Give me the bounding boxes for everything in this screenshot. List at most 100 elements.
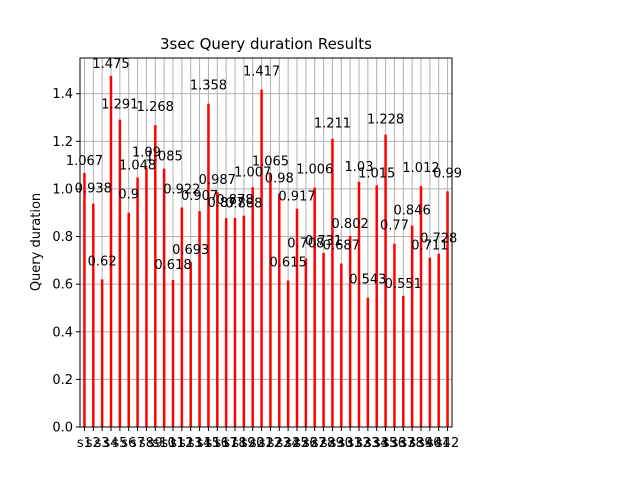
bar: [162, 168, 166, 427]
bar: [393, 243, 396, 427]
bar: [109, 75, 113, 428]
x-tick-label: s20: [241, 436, 264, 451]
data-label: 0.987: [199, 173, 236, 188]
x-tick-label: s34: [365, 436, 388, 451]
x-tick-label: s36: [383, 436, 406, 451]
x-tick-label: s8: [139, 436, 154, 451]
bar: [410, 225, 414, 427]
data-label: 0.711: [411, 239, 448, 254]
data-label: 1.007: [234, 165, 271, 180]
x-tick-label: s25: [285, 436, 308, 451]
bar: [348, 236, 352, 427]
y-tick-label: 1.0: [52, 182, 73, 197]
x-tick-label: s15: [197, 436, 220, 451]
x-tick-label: s7: [130, 436, 145, 451]
data-label: 1.228: [367, 113, 404, 128]
bar: [419, 186, 423, 427]
y-tick-label: 0.8: [52, 230, 73, 245]
x-tick-label: s22: [259, 436, 282, 451]
x-tick-label: s6: [121, 436, 136, 451]
data-label: 1.048: [119, 159, 156, 174]
data-label: 1.03: [345, 160, 374, 175]
x-tick-label: s17: [214, 436, 237, 451]
data-label: 0.543: [349, 273, 386, 288]
bar: [154, 125, 157, 428]
bar: [269, 173, 272, 427]
bar: [100, 279, 104, 427]
x-tick-label: s1: [77, 436, 92, 451]
x-tick-label: s27: [303, 436, 326, 451]
y-axis-label: Query duration: [29, 193, 44, 291]
x-tick-label: s3: [95, 436, 110, 451]
bar: [136, 177, 139, 427]
bar: [251, 187, 254, 427]
x-tick-label: s9: [148, 436, 163, 451]
data-label: 0.615: [270, 256, 307, 271]
x-tick-label: s42: [436, 436, 459, 451]
data-label: 1.085: [146, 150, 183, 165]
bar: [189, 262, 192, 427]
bar: [171, 279, 175, 427]
bar: [322, 252, 325, 427]
bar: [313, 187, 316, 427]
data-label: 1.012: [402, 161, 439, 176]
data-label: 0.802: [332, 217, 369, 232]
bar: [366, 297, 370, 427]
x-tick-labels: s1s2s3s4s5s6s7s8s9s10s11s12s13s14s15s16s…: [77, 427, 459, 451]
plot-frame: [79, 57, 453, 428]
x-tick-label: s21: [250, 436, 273, 451]
x-tick-label: s4: [103, 436, 118, 451]
bar: [127, 212, 130, 427]
bar: [446, 191, 449, 427]
x-tick-label: s12: [170, 436, 193, 451]
data-label: 1.268: [137, 100, 174, 115]
bar: [428, 257, 432, 427]
data-label: 0.618: [154, 258, 191, 273]
bar: [233, 217, 237, 427]
bar: [260, 89, 263, 427]
data-label: 0.731: [305, 234, 342, 249]
x-tick-label: s26: [294, 436, 317, 451]
bar: [286, 280, 290, 427]
bar: [145, 167, 148, 427]
data-label: 1.067: [66, 154, 103, 169]
x-tick-label: s31: [338, 436, 361, 451]
x-tick-label: s2: [86, 436, 101, 451]
data-label: 1.015: [358, 166, 395, 181]
data-label: 0.9: [118, 188, 139, 203]
data-label: 0.878: [216, 193, 253, 208]
data-label: 0.708: [287, 236, 324, 251]
x-tick-label: s29: [321, 436, 344, 451]
y-tick-labels: 0.0 0.2 0.4 0.6 0.8 1.0 1.2 1.4: [52, 87, 80, 436]
y-tick-label: 0.6: [52, 278, 73, 293]
data-label: 1.065: [252, 154, 289, 169]
x-tick-label: s35: [374, 436, 397, 451]
x-tick-label: s30: [330, 436, 353, 451]
bar: [180, 207, 184, 427]
x-tick-label: s23: [268, 436, 291, 451]
bar: [295, 208, 299, 427]
bar: [83, 172, 86, 427]
bar: [198, 211, 201, 427]
x-tick-label: s33: [356, 436, 379, 451]
bar: [331, 138, 334, 428]
data-label: 0.907: [181, 189, 218, 204]
data-label: 0.687: [323, 238, 360, 253]
data-label: 1.475: [92, 57, 129, 72]
data-label: 1.417: [243, 65, 280, 80]
data-label: 1.211: [314, 117, 351, 132]
x-tick-label: s18: [223, 436, 246, 451]
x-tick-label: s32: [347, 436, 370, 451]
data-label: 0.922: [163, 183, 200, 198]
x-tick-label: s11: [161, 436, 184, 451]
x-tick-label: s40: [418, 436, 441, 451]
y-tick-label: 0.2: [52, 373, 73, 388]
data-label: 0.99: [433, 166, 462, 181]
data-label: 0.77: [380, 219, 409, 234]
bar: [384, 134, 387, 427]
data-label: 0.728: [420, 232, 457, 247]
data-label: 1.291: [101, 98, 138, 113]
bar: [340, 263, 343, 427]
